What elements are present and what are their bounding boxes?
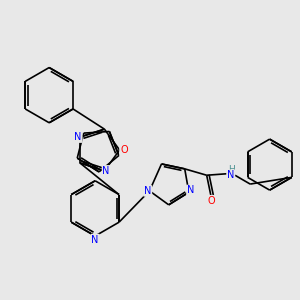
Text: N: N	[92, 235, 99, 244]
Text: O: O	[120, 145, 127, 155]
Text: N: N	[144, 186, 152, 196]
Text: N: N	[74, 132, 82, 142]
Text: O: O	[208, 196, 215, 206]
Text: N: N	[187, 185, 194, 196]
Text: H: H	[228, 165, 235, 174]
Text: N: N	[227, 170, 234, 180]
Text: N: N	[103, 166, 110, 176]
